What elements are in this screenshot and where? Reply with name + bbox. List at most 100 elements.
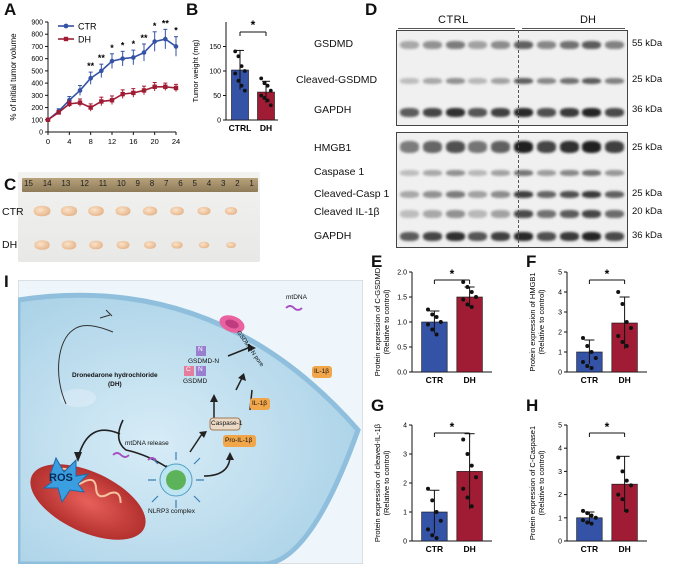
blot-band [468,78,488,84]
data-point [589,521,594,526]
data-point [585,511,590,516]
drug-structure [58,309,114,405]
blot-band [559,191,579,198]
legend-marker [63,36,69,42]
blot-band [605,232,625,241]
y-tick-label: 0.0 [397,370,407,377]
ros-burst [42,456,90,504]
blot-band [491,170,511,176]
tumor-specimen [170,206,184,216]
data-point [465,302,470,307]
data-point [589,350,594,354]
cleaved-il1b-bar-chart: 0 1 2 3 4 CTR DH * Protein expression of cleaved… [373,420,492,554]
blot-row-label: GAPDH [314,230,352,242]
x-category-label: DH [463,375,475,385]
panel-label-g: G [371,396,385,415]
ruler-digit: 2 [235,179,240,188]
y-axis-label: Protein expression of C-GSDMD [373,267,382,376]
y-tick-label: 400 [31,81,43,88]
tumor-volume-line-chart: 0 100 200 300 400 500 600 700 800 900 0 4 8 12 16 20 24%… [9,18,180,146]
data-point [239,83,244,88]
blot-row-label: Cleaved-GSDMD [296,74,378,86]
x-tick-label: 20 [150,137,158,146]
data-point-ctr [131,55,136,60]
data-point [262,96,267,100]
data-point-ctr [163,36,168,42]
data-point-ctr [88,75,93,81]
data-point [629,326,633,330]
gsdmd-n-small-label: N [198,366,203,373]
mechanism-schematic: Dronedarone hydrochloride (DH) ROS mtDNA… [18,280,363,564]
significance-star: * [110,43,114,53]
blot-band [536,170,556,176]
y-tick-label: 100 [31,117,43,124]
data-point [265,98,270,103]
y-axis-label: Protein expression of cleaved-IL-1β [373,423,382,542]
photo-row-label-dh: DH [2,239,18,251]
x-category-label: CTRL [229,123,252,133]
y-tick-label: 4 [558,446,562,453]
blot-band [491,191,511,198]
significance-star: * [132,39,136,49]
nlrp3-label: NLRP3 complex [148,508,195,515]
blot-band [445,41,465,49]
data-point [469,504,474,509]
blot-band [582,141,602,153]
blot-band [605,108,625,117]
blot-band [514,232,533,241]
blot-band [468,232,488,241]
y-tick-label: 3 [558,310,562,317]
legend-label: DH [78,35,91,45]
x-category-label: DH [618,375,630,385]
y-tick-label: 1 [558,515,562,522]
blot-band [491,78,511,84]
significance-star: ** [98,53,106,63]
data-point [430,327,435,332]
blot-band [400,191,419,198]
data-point [465,285,470,289]
blot-band [445,108,465,117]
data-point-dh [77,100,83,105]
tumor-specimen [198,241,210,249]
panel-label-a: A [4,0,17,19]
blot-band [605,170,625,176]
blot-band [422,232,442,241]
tumor-specimen [89,240,103,250]
ruler-digit: 9 [135,179,140,188]
data-point [430,498,435,503]
blot-box-top [396,30,628,126]
y-axis-label: Protein expression of HMGB1 [528,272,537,371]
tumor-specimen [34,240,50,250]
mtdna-release-label: mtDNA release [125,440,169,447]
y-tick-label: 900 [31,20,43,27]
x-tick-label: 4 [67,137,71,146]
data-point-ctr [173,44,179,49]
tumor-specimen [33,205,51,217]
blot-row-label: GSDMD [314,38,354,50]
blot-band [559,141,579,153]
data-point [236,78,241,83]
data-point [434,536,439,541]
significance-star: * [251,18,256,32]
schematic-background [18,280,363,564]
blot-band [514,170,533,176]
y-tick-label: 4 [558,290,562,297]
data-point-dh [163,84,168,89]
y-axis-label-sub: (Relative to control) [382,450,391,516]
blot-band [514,108,533,117]
significance-star: * [450,420,455,434]
blot-band [468,191,488,198]
y-tick-label: 0 [39,130,43,137]
drug-abbr-label: (DH) [108,381,122,388]
y-tick-label: 2.0 [397,270,407,277]
blot-band [491,41,511,49]
y-axis-label-sub: (Relative to control) [382,289,391,355]
tumor-specimen [142,206,158,216]
blot-band [445,232,465,241]
data-point [430,533,435,538]
legend-marker [63,23,69,29]
blot-band [491,210,511,218]
x-category-label: CTR [581,375,598,385]
x-tick-label: 12 [108,137,116,146]
data-point [616,455,621,460]
